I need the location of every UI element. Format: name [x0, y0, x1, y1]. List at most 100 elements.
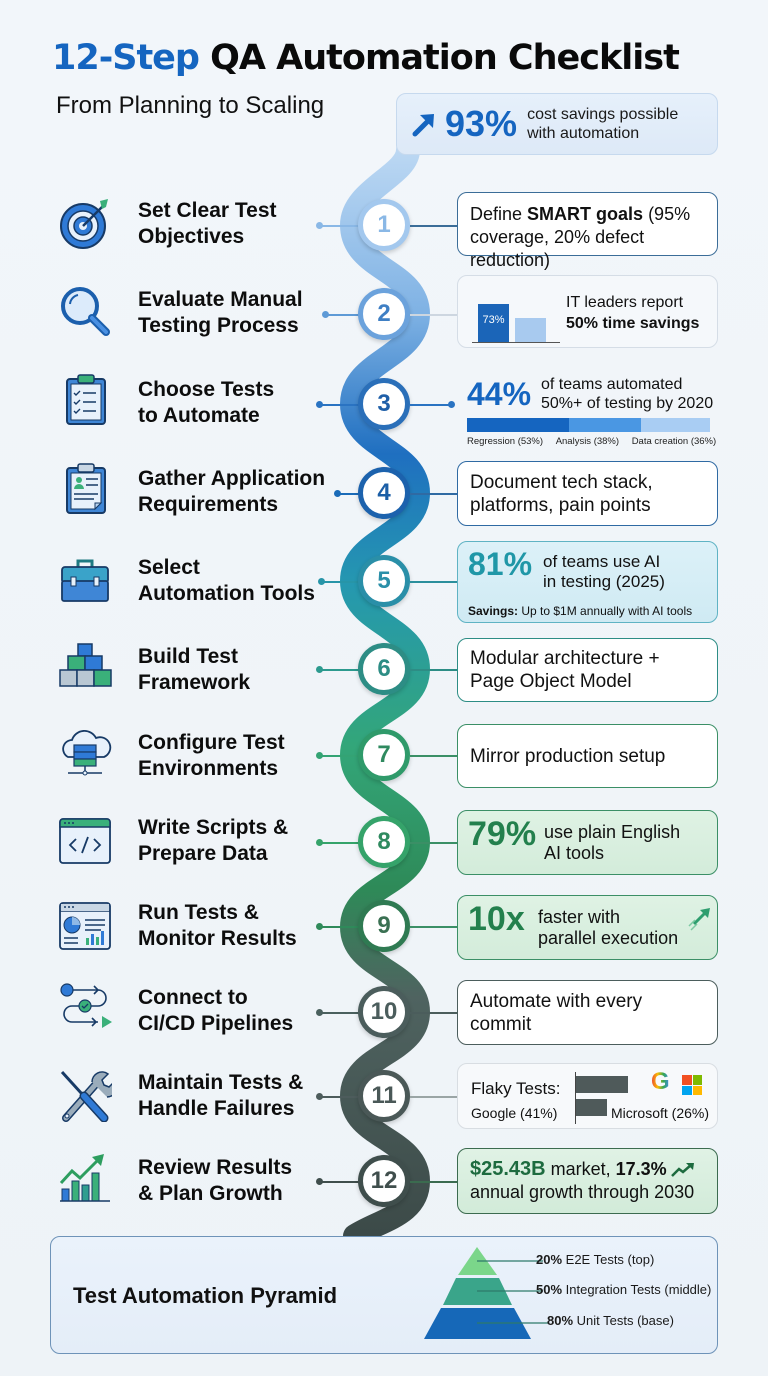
microsoft-label: Microsoft (26%)	[611, 1105, 710, 1121]
card-ai-usage: 81% of teams use AI in testing (2025) Sa…	[457, 541, 718, 623]
step-10: Connect to CI/CD Pipelines 10	[0, 971, 768, 1051]
bar-73: 73%	[478, 304, 509, 342]
step-title: Configure Test Environments	[138, 731, 285, 780]
card-market-growth: $25.43B market, 17.3% annual growth thro…	[457, 1148, 718, 1214]
label: Unit Tests (base)	[573, 1313, 674, 1328]
connector-line	[410, 926, 457, 928]
segment-bar	[467, 418, 710, 432]
label: Integration Tests (middle)	[562, 1282, 712, 1297]
dashboard-icon	[59, 902, 111, 950]
card-bold-text: SMART goals	[527, 204, 644, 224]
market-line2: annual growth through 2030	[470, 1182, 695, 1202]
segment-label: Regression (53%)	[467, 436, 544, 447]
stat-line2: AI tools	[544, 843, 605, 863]
google-bar	[576, 1076, 628, 1093]
connector-dot	[316, 401, 323, 408]
segment-analysis	[569, 418, 641, 432]
connector-line	[322, 581, 360, 583]
connector-dot	[316, 1093, 323, 1100]
step-title: Choose Tests to Automate	[138, 378, 275, 427]
step-number: 10	[358, 986, 410, 1038]
card-ci-commit: Automate with every commit	[457, 980, 718, 1045]
connector-line	[410, 755, 457, 757]
rocket-arrow-icon	[688, 908, 710, 931]
segment-label: Data creation (36%)	[631, 436, 717, 447]
connector-line	[410, 314, 457, 316]
page-subtitle: From Planning to Scaling	[56, 92, 325, 119]
step-1: Set Clear Test Objectives 1	[0, 185, 768, 265]
pyramid-label-e2e: 20% E2E Tests (top)	[536, 1252, 654, 1267]
note-bold: Savings:	[468, 604, 519, 618]
step-title: Set Clear Test Objectives	[138, 199, 277, 248]
card-plain-english: 79% use plain English AI tools	[457, 810, 718, 875]
note-text: Up to $1M annually with AI tools	[518, 604, 693, 618]
cost-savings-line2: with automation	[527, 125, 640, 142]
step-title: Build Test Framework	[138, 645, 251, 694]
cost-savings-stat: 93% cost savings possible with automatio…	[396, 93, 718, 155]
toolbox-icon	[61, 559, 109, 602]
connector-line	[320, 1181, 360, 1183]
bar-axis	[575, 1072, 576, 1124]
savings-note: Savings: Up to $1M annually with AI tool…	[468, 600, 692, 623]
growth-rate: 17.3%	[615, 1159, 667, 1179]
magnifier-icon	[61, 287, 110, 336]
segment-data-creation	[640, 418, 710, 432]
step-title: Select Automation Tools	[138, 556, 315, 605]
code-window-icon	[59, 818, 111, 864]
step-4: Gather Application Requirements 4	[0, 453, 768, 533]
connector-line	[410, 1012, 457, 1014]
step-12: Review Results & Plan Growth 12	[0, 1141, 768, 1221]
card-parallel: 10x faster with parallel execution	[457, 895, 718, 960]
connector-line	[410, 225, 457, 227]
connector-line	[410, 842, 457, 844]
pipeline-icon	[60, 983, 112, 1028]
step-number: 12	[358, 1155, 410, 1207]
microsoft-logo-icon	[682, 1075, 702, 1095]
connector-line	[320, 669, 360, 671]
step-title: Review Results & Plan Growth	[138, 1156, 293, 1205]
step-9: Run Tests & Monitor Results 9	[0, 886, 768, 966]
pyramid-title: Test Automation Pyramid	[73, 1283, 338, 1308]
step-7: Configure Test Environments 7	[0, 715, 768, 795]
stacked-blocks-icon	[59, 643, 112, 687]
connector-line	[320, 842, 360, 844]
connector-line	[410, 669, 457, 671]
connector-line	[320, 404, 360, 406]
connector-dot	[316, 666, 323, 673]
step-title: Gather Application Requirements	[138, 467, 326, 516]
bar-50	[515, 318, 546, 342]
stat-line1: of teams automated	[541, 376, 683, 393]
connector-line	[320, 755, 360, 757]
stat-value: 81%	[468, 546, 533, 582]
step-5: Select Automation Tools 5	[0, 541, 768, 621]
pct: 80%	[547, 1313, 574, 1328]
step-number: 3	[358, 378, 410, 430]
arrow-up-right-icon	[412, 114, 434, 137]
connector-dot	[334, 490, 341, 497]
connector-dot	[316, 1178, 323, 1185]
stat-line1: faster with	[538, 907, 621, 927]
segment-regression	[467, 418, 570, 432]
connector-line	[320, 1012, 360, 1014]
wrench-screwdriver-icon	[60, 1070, 112, 1122]
step-3: Choose Tests to Automate 3	[0, 364, 768, 444]
stat-line2: in testing (2025)	[543, 572, 665, 591]
step-number: 7	[358, 729, 410, 781]
requirements-document-icon	[66, 463, 106, 514]
cost-savings-value: 93%	[445, 103, 518, 144]
stat-line1: of teams use AI	[543, 552, 661, 571]
stat-value: 10x	[468, 900, 525, 938]
step-number: 6	[358, 643, 410, 695]
pyramid-chart	[424, 1247, 549, 1339]
market-value: $25.43B	[470, 1158, 546, 1180]
segment-label: Analysis (38%)	[555, 436, 620, 447]
step-title: Evaluate Manual Testing Process	[138, 288, 303, 337]
title-rest: QA Automation Checklist	[198, 38, 680, 78]
bar-baseline	[472, 342, 560, 343]
pct: 50%	[536, 1282, 563, 1297]
teams-automated-stat: 44% of teams automated 50%+ of testing b…	[467, 376, 717, 447]
card-tech-stack: Document tech stack, platforms, pain poi…	[457, 461, 718, 526]
stat-line1: use plain English	[544, 822, 681, 842]
connector-dot	[316, 222, 323, 229]
step-number: 8	[358, 816, 410, 868]
